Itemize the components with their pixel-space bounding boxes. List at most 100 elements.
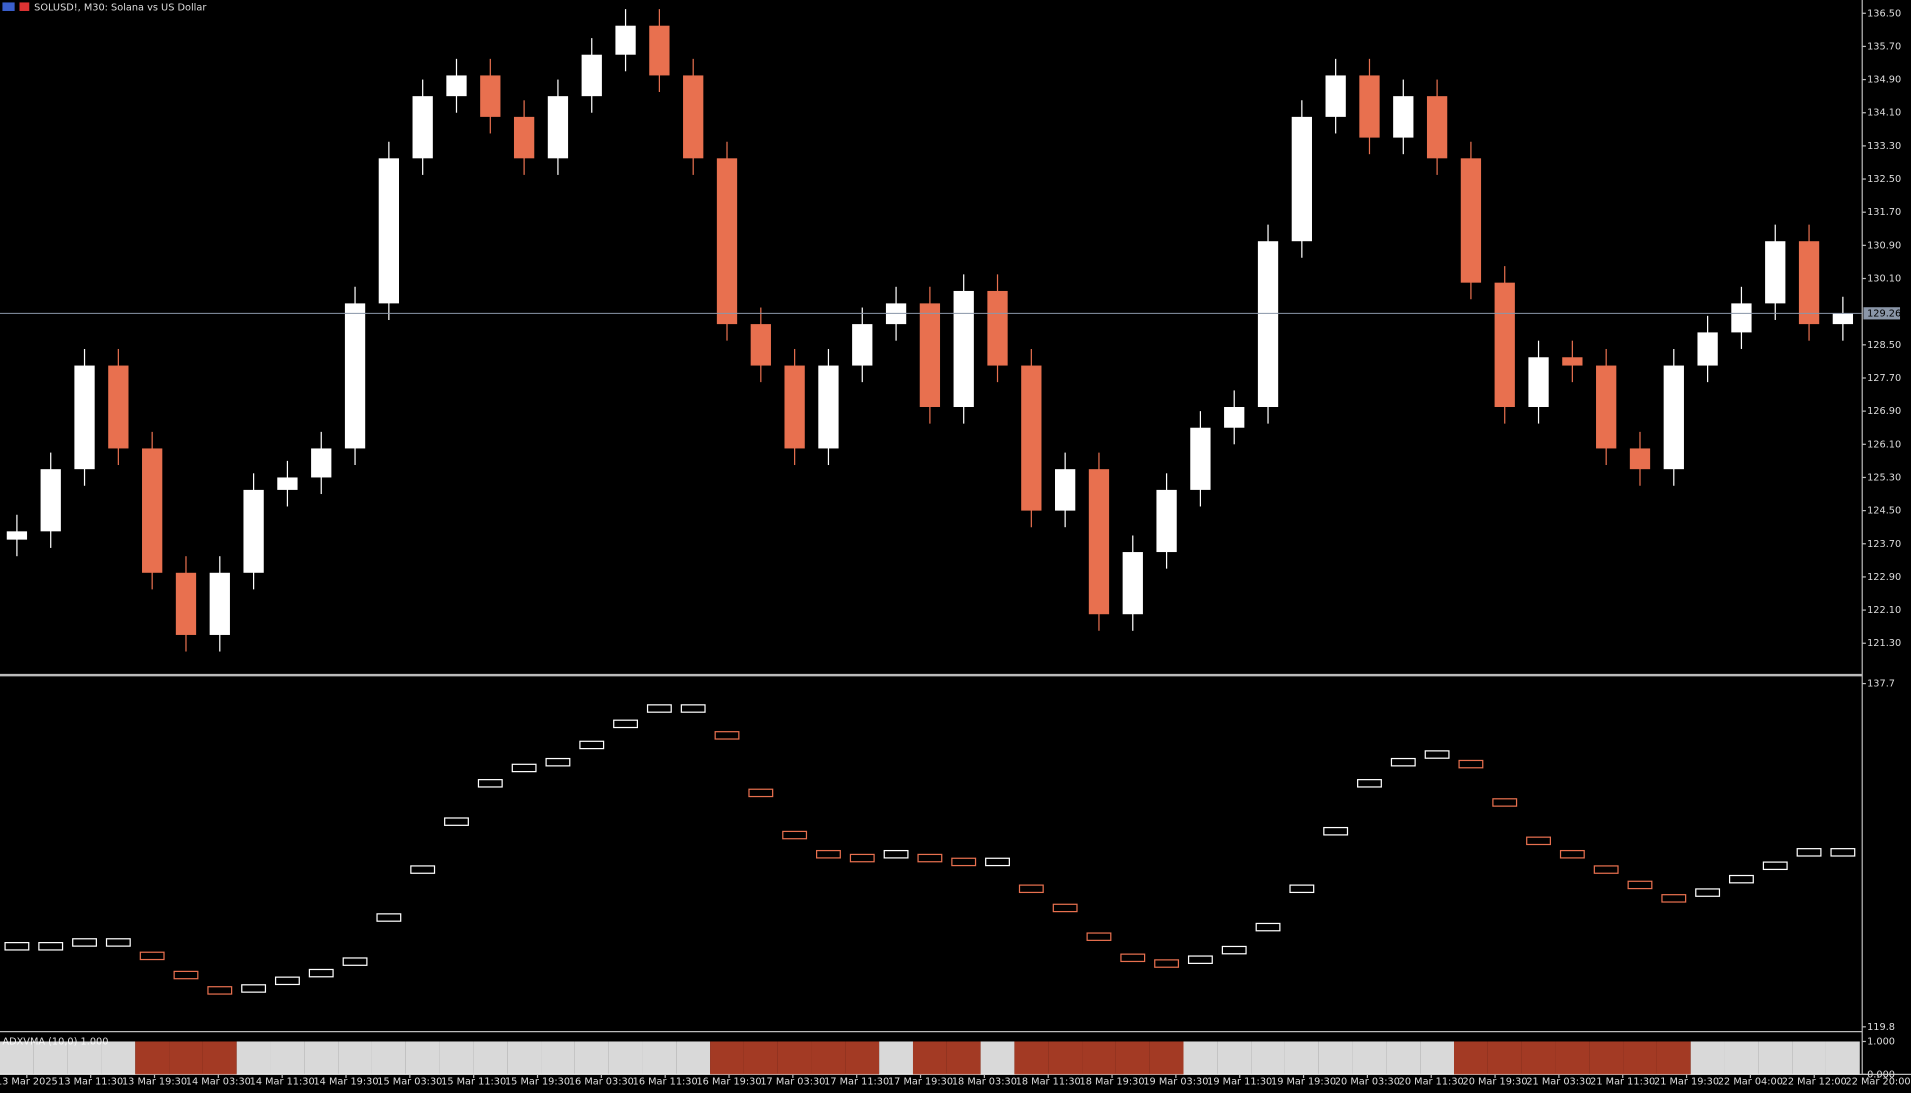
y-tick-label: 126.90 bbox=[1867, 406, 1901, 417]
trend-bar bbox=[439, 1041, 474, 1075]
candle-body bbox=[919, 303, 941, 407]
y-tick-label: 121.30 bbox=[1867, 638, 1901, 649]
indicator-mark bbox=[1323, 826, 1349, 836]
candle-body bbox=[1393, 96, 1414, 138]
x-tick-label: 19 Mar 11:30 bbox=[1207, 1077, 1272, 1088]
indicator-mark bbox=[613, 719, 639, 729]
trend-bar bbox=[541, 1041, 575, 1075]
x-tick-label: 21 Mar 19:30 bbox=[1654, 1077, 1719, 1088]
indicator-mark bbox=[1593, 865, 1619, 874]
x-tick-label: 16 Mar 03:30 bbox=[569, 1077, 634, 1088]
trend-bar bbox=[1623, 1041, 1657, 1075]
indicator-mark bbox=[173, 970, 199, 980]
y-tick-label: 131.70 bbox=[1867, 207, 1901, 218]
y-tick-label: 135.70 bbox=[1867, 41, 1901, 52]
trend-bar bbox=[169, 1041, 203, 1075]
x-tick-label: 20 Mar 03:30 bbox=[1335, 1077, 1400, 1088]
candle-body bbox=[108, 365, 129, 449]
candle-body bbox=[1697, 332, 1718, 366]
indicator-mark bbox=[1559, 849, 1585, 859]
candle-body bbox=[1663, 365, 1684, 470]
indicator-mark bbox=[105, 938, 131, 947]
candle-body bbox=[6, 531, 28, 540]
indicator-mark bbox=[545, 757, 571, 767]
candle-body bbox=[1832, 313, 1854, 325]
candle-body bbox=[1798, 241, 1820, 325]
indicator-mark bbox=[207, 986, 233, 995]
indicator-mark bbox=[1289, 884, 1315, 894]
y-tick-label: 136.50 bbox=[1867, 8, 1901, 19]
trend-bar bbox=[1825, 1041, 1860, 1075]
trend-bar bbox=[946, 1041, 981, 1075]
candle-body bbox=[1021, 365, 1042, 511]
candle-body bbox=[750, 324, 771, 366]
candle-body bbox=[1562, 357, 1583, 366]
trend-bar bbox=[1352, 1041, 1387, 1075]
indicator-mark bbox=[917, 853, 943, 863]
trend-bar bbox=[574, 1041, 609, 1075]
candle-body bbox=[446, 75, 467, 97]
candle-body bbox=[683, 75, 704, 159]
indicator-mark bbox=[579, 740, 605, 750]
x-tick-label: 22 Mar 04:00 bbox=[1718, 1077, 1783, 1088]
x-tick-label: 20 Mar 11:30 bbox=[1399, 1077, 1464, 1088]
trend-bar bbox=[1656, 1041, 1691, 1075]
candle-body bbox=[852, 324, 873, 366]
x-tick-label: 21 Mar 03:30 bbox=[1526, 1077, 1591, 1088]
indicator-mark bbox=[1390, 757, 1416, 767]
candle-body bbox=[311, 448, 332, 478]
trend-bar bbox=[777, 1041, 812, 1075]
candle-body bbox=[513, 116, 535, 159]
candle-body bbox=[1426, 96, 1448, 159]
x-tick-label: 20 Mar 19:30 bbox=[1463, 1077, 1528, 1088]
trend-bar bbox=[642, 1041, 677, 1075]
trend-bar bbox=[1690, 1041, 1725, 1075]
candle-body bbox=[1460, 158, 1482, 283]
candle-body bbox=[649, 25, 670, 76]
indicator-mark bbox=[1492, 798, 1518, 807]
trend-bar bbox=[1521, 1041, 1556, 1075]
trend-bar bbox=[879, 1041, 913, 1075]
candle-body bbox=[1122, 552, 1143, 615]
trend-bar bbox=[507, 1041, 542, 1075]
trend-bar bbox=[338, 1041, 372, 1075]
trend-bar bbox=[202, 1041, 237, 1075]
candle-body bbox=[1359, 75, 1380, 138]
candle-body bbox=[40, 469, 61, 532]
x-tick-label: 18 Mar 19:30 bbox=[1080, 1077, 1145, 1088]
x-tick-label: 14 Mar 11:30 bbox=[250, 1077, 315, 1088]
x-tick-label: 18 Mar 03:30 bbox=[952, 1077, 1017, 1088]
x-tick-label: 19 Mar 03:30 bbox=[1143, 1077, 1208, 1088]
candle-body bbox=[581, 54, 602, 97]
y-tick-label: 130.90 bbox=[1867, 240, 1901, 251]
indicator-mark bbox=[1830, 848, 1856, 857]
candle-body bbox=[480, 75, 501, 117]
candle-body bbox=[1731, 303, 1752, 333]
candle-body bbox=[716, 158, 738, 325]
candle-body bbox=[1765, 241, 1786, 304]
indicator-mark bbox=[680, 704, 706, 713]
trend-bar bbox=[1251, 1041, 1285, 1075]
indicator-mark bbox=[376, 913, 402, 922]
trend-bar bbox=[1149, 1041, 1184, 1075]
trend-bar bbox=[101, 1041, 136, 1075]
current-price-label: 129.26 bbox=[1867, 308, 1901, 319]
candle-body bbox=[547, 96, 569, 159]
candle-body bbox=[277, 477, 298, 490]
trend-bar bbox=[1589, 1041, 1624, 1075]
x-tick-label: 17 Mar 11:30 bbox=[824, 1077, 889, 1088]
trend-bar bbox=[811, 1041, 846, 1075]
candle-body bbox=[987, 290, 1008, 366]
indicator-mark bbox=[1796, 848, 1822, 857]
indicator-mark bbox=[1018, 884, 1044, 894]
indicator-mark bbox=[646, 704, 672, 713]
trend-bar bbox=[405, 1041, 440, 1075]
trend-bar bbox=[1724, 1041, 1759, 1075]
indicator-mark bbox=[782, 830, 808, 840]
candle-body bbox=[344, 303, 366, 449]
candle-body bbox=[243, 489, 264, 573]
indicator-mark bbox=[1221, 945, 1247, 955]
x-tick-label: 17 Mar 19:30 bbox=[888, 1077, 953, 1088]
trend-bar bbox=[135, 1041, 170, 1075]
trend-bar bbox=[1555, 1041, 1590, 1075]
